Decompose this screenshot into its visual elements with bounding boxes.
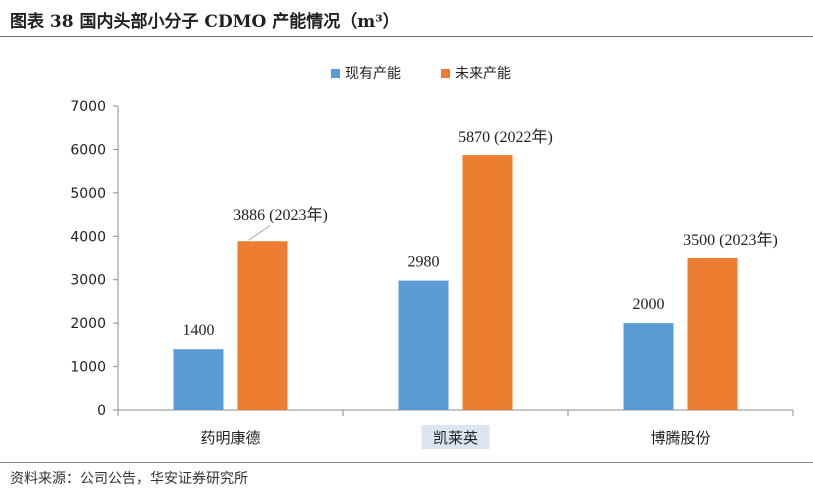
data-label: 3886 (2023年) <box>233 206 328 224</box>
x-category-label: 博腾股份 <box>650 429 710 447</box>
y-tick-label: 7000 <box>70 99 106 115</box>
source-divider <box>0 462 813 463</box>
figure-title: 图表 38 国内头部小分子 CDMO 产能情况（m³） <box>10 12 400 32</box>
y-tick-label: 6000 <box>70 142 106 158</box>
legend-label-0: 现有产能 <box>345 66 401 82</box>
data-label: 2000 <box>633 296 665 313</box>
x-category-label: 凯莱英 <box>433 429 478 447</box>
bar-existing <box>623 323 674 410</box>
data-label: 5870 (2022年) <box>458 128 553 146</box>
x-axis: 药明康德 凯莱英 博腾股份 <box>117 409 794 449</box>
bar-chart: 现有产能 未来产能 0 1000 2000 3000 4000 5000 6000 7000 药… <box>70 66 794 449</box>
data-label: 2980 <box>408 254 440 271</box>
x-category-label: 药明康德 <box>200 429 260 447</box>
data-labels: 1400 3886 (2023年) 2980 5870 (2022年) 2000 3500… <box>183 128 778 339</box>
y-tick-label: 0 <box>97 403 106 419</box>
y-tick-label: 2000 <box>70 316 106 332</box>
bar-future <box>237 241 288 410</box>
bar-existing <box>173 349 224 410</box>
data-label: 3500 (2023年) <box>683 231 778 249</box>
legend-swatch-1 <box>441 69 450 78</box>
title-divider <box>0 36 813 37</box>
category-highlight <box>421 425 490 449</box>
data-label: 1400 <box>183 322 215 339</box>
bar-future <box>687 258 738 410</box>
data-label-leader <box>248 224 271 241</box>
y-tick-label: 5000 <box>70 186 106 202</box>
y-tick-label: 1000 <box>70 360 106 376</box>
legend-label-1: 未来产能 <box>455 66 511 82</box>
y-axis: 0 1000 2000 3000 4000 5000 6000 7000 <box>70 99 119 419</box>
source-note: 资料来源：公司公告，华安证券研究所 <box>10 471 248 487</box>
bar-series <box>173 155 738 410</box>
y-tick-label: 4000 <box>70 229 106 245</box>
bar-future <box>462 155 513 410</box>
legend-swatch-0 <box>331 69 340 78</box>
chart-legend: 现有产能 未来产能 <box>331 66 511 82</box>
bar-existing <box>398 280 449 410</box>
y-tick-label: 3000 <box>70 273 106 289</box>
